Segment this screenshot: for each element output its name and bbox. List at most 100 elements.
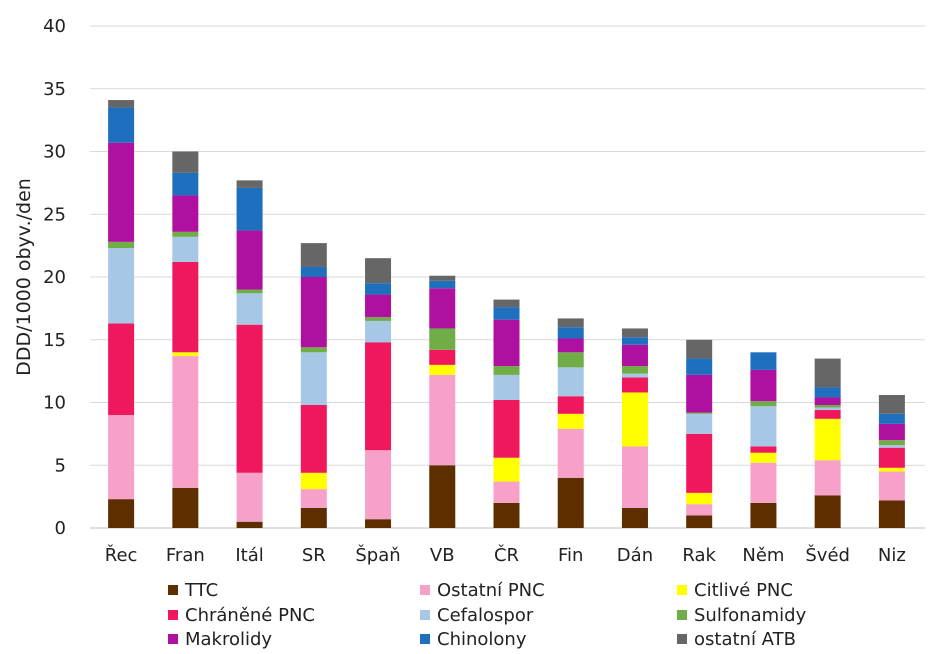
bar-segment	[300, 347, 327, 353]
bar-segment	[878, 423, 905, 441]
x-category-label: Řec	[105, 544, 138, 566]
bar-segment	[236, 187, 263, 231]
bar-stack	[172, 151, 199, 528]
x-category-label: Dán	[617, 545, 653, 566]
bar-segment	[236, 180, 263, 188]
bar-stack	[236, 180, 263, 528]
y-tick-label: 35	[43, 79, 66, 100]
bar-segment	[429, 280, 456, 289]
bar-segment	[300, 277, 327, 348]
bar-segment	[878, 440, 905, 446]
bar-segment	[750, 462, 777, 503]
bar-segment	[365, 320, 392, 343]
legend: TTC Ostatní PNC Citlivé PNC Chráněné PNC Cef…	[168, 580, 807, 650]
bar-segment	[172, 151, 199, 173]
legend-item: Chinolony	[420, 629, 527, 650]
bar-segment	[878, 447, 905, 468]
y-tick-label: 0	[55, 518, 66, 539]
bar-segment	[750, 401, 777, 407]
bar-segment	[300, 266, 327, 277]
bar-segment	[814, 407, 841, 411]
bar-segment	[814, 387, 841, 398]
bar-segment	[429, 275, 456, 281]
legend-swatch	[677, 610, 687, 620]
bar-segment	[172, 352, 199, 357]
y-tick-label: 25	[43, 204, 66, 225]
bar-segment	[108, 107, 135, 143]
bar-segment	[621, 446, 648, 508]
x-category-label: Fin	[558, 545, 583, 566]
bar-segment	[878, 471, 905, 501]
bar-stack	[557, 318, 584, 528]
bar-segment	[365, 283, 392, 295]
legend-label: ostatní ATB	[694, 629, 796, 650]
bar-segment	[814, 460, 841, 496]
bar-segment	[108, 100, 135, 108]
bar-segment	[236, 324, 263, 473]
bar-segment	[557, 428, 584, 478]
y-axis-label: DDD/1000 obyv./den	[13, 178, 35, 376]
bar-segment	[686, 374, 713, 413]
bar-segment	[557, 338, 584, 353]
bar-segment	[429, 465, 456, 528]
bar-segment	[493, 366, 520, 375]
bars	[108, 100, 905, 528]
bar-segment	[172, 172, 199, 196]
x-axis-categories: Řec Fran Itál SR Špaň VB ČR Fin Dán Rak Něm Švéd Niz	[105, 544, 906, 566]
bar-segment	[686, 515, 713, 528]
bar-segment	[750, 502, 777, 528]
bar-segment	[493, 319, 520, 367]
bar-segment	[236, 521, 263, 528]
bar-segment	[621, 344, 648, 367]
bar-stack	[621, 328, 648, 528]
bar-segment	[172, 261, 199, 353]
bar-segment	[686, 504, 713, 516]
bar-segment	[172, 195, 199, 232]
bar-segment	[686, 492, 713, 505]
legend-item: Sulfonamidy	[677, 605, 807, 626]
bar-segment	[108, 248, 135, 324]
bar-segment	[621, 377, 648, 393]
legend-label: Sulfonamidy	[694, 605, 807, 626]
bar-segment	[108, 499, 135, 528]
bar-segment	[686, 339, 713, 359]
legend-item: Cefalospor	[420, 605, 534, 626]
bar-segment	[300, 472, 327, 490]
x-category-label: Švéd	[805, 544, 850, 566]
bar-segment	[557, 413, 584, 429]
legend-item: Citlivé PNC	[677, 580, 793, 601]
bar-segment	[621, 328, 648, 338]
legend-label: Ostatní PNC	[437, 580, 545, 601]
legend-item: Makrolidy	[168, 629, 272, 650]
bar-segment	[557, 367, 584, 397]
legend-label: Chinolony	[437, 629, 527, 650]
bar-segment	[429, 349, 456, 365]
bar-segment	[300, 243, 327, 267]
bar-segment	[814, 495, 841, 528]
bar-segment	[878, 413, 905, 424]
bar-segment	[172, 356, 199, 488]
bar-segment	[621, 337, 648, 345]
legend-label: Citlivé PNC	[694, 580, 793, 601]
bar-stack	[365, 258, 392, 528]
x-category-label: ČR	[494, 544, 519, 566]
legend-label: Cefalospor	[437, 605, 534, 626]
legend-item: Chráněné PNC	[168, 605, 315, 626]
bar-segment	[814, 358, 841, 388]
bar-segment	[172, 231, 199, 237]
x-category-label: Niz	[878, 545, 906, 566]
bar-segment	[365, 258, 392, 284]
y-tick-label: 30	[43, 142, 66, 163]
grid-lines	[90, 25, 925, 529]
legend-swatch	[677, 585, 687, 595]
bar-segment	[621, 507, 648, 528]
bar-segment	[814, 418, 841, 461]
bar-segment	[493, 502, 520, 528]
bar-segment	[750, 452, 777, 463]
bar-segment	[493, 374, 520, 400]
bar-segment	[236, 230, 263, 290]
bar-segment	[108, 323, 135, 416]
bar-stack	[878, 394, 905, 528]
legend-item: TTC	[168, 580, 218, 601]
bar-segment	[750, 369, 777, 402]
